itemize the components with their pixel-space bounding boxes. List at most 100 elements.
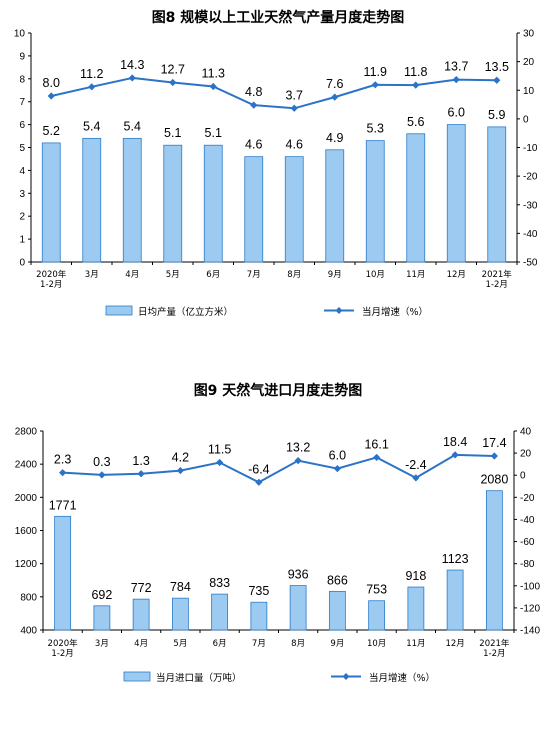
right-tick-label: 20: [523, 57, 535, 68]
line-data-label: 0.3: [93, 455, 110, 469]
bar: [406, 133, 426, 263]
bar-data-label: 692: [91, 588, 112, 602]
x-tick-label: 4月: [125, 270, 139, 280]
bar: [82, 137, 102, 263]
x-tick-label: 2020年: [48, 638, 79, 649]
line-point: [98, 471, 106, 479]
left-tick-label: 8: [19, 74, 25, 85]
line-data-label: 11.2: [80, 67, 103, 81]
line-data-label: 13.5: [485, 60, 509, 74]
bar: [211, 593, 229, 631]
line-point: [250, 101, 258, 109]
x-tick-label: 12月: [447, 270, 466, 280]
bar-data-label: 4.6: [286, 138, 303, 152]
x-tick-label: 1-2月: [486, 280, 508, 290]
right-tick-label: 10: [523, 86, 535, 97]
left-tick-label: 2000: [15, 493, 38, 504]
line-data-label: 3.7: [286, 88, 303, 102]
legend: 当月进口量（万吨） 当月增速（%）: [123, 671, 435, 684]
bar-data-label: 1123: [442, 552, 469, 566]
line-point: [176, 466, 184, 475]
chart-title: 图9 天然气进口月度走势图: [194, 382, 363, 399]
left-tick-label: 2400: [15, 460, 38, 471]
line-point: [452, 76, 460, 84]
right-tick-label: 40: [520, 427, 532, 438]
line-data-label: 18.4: [443, 435, 467, 449]
left-tick-label: 10: [14, 29, 26, 40]
line-data-label: 11.8: [404, 65, 427, 79]
bar: [203, 144, 223, 263]
line-point: [255, 478, 263, 486]
right-tick-label: -20: [520, 493, 535, 504]
bar: [487, 126, 507, 263]
x-tick-label: 12月: [445, 639, 464, 649]
line-data-label: 11.3: [202, 67, 225, 81]
bar: [132, 598, 150, 631]
line-data-label: 2.3: [54, 453, 71, 467]
x-tick-label: 5月: [173, 639, 187, 649]
right-tick-label: -140: [520, 626, 540, 637]
right-tick-label: -120: [520, 603, 540, 614]
line-data-label: -2.4: [405, 458, 427, 472]
x-tick-label: 11月: [406, 639, 425, 649]
x-tick-label: 3月: [85, 270, 99, 280]
left-tick-label: 4: [19, 166, 25, 177]
x-tick-label: 2021年: [479, 638, 510, 649]
legend-bar-swatch: [123, 671, 151, 682]
left-tick-label: 3: [19, 189, 25, 200]
legend-bar-swatch: [105, 305, 133, 316]
x-tick-label: 10月: [367, 639, 386, 649]
x-tick-label: 8月: [291, 639, 305, 649]
bar: [122, 137, 142, 263]
legend-line-label: 当月增速（%）: [362, 306, 428, 318]
bar-data-label: 5.9: [488, 108, 505, 122]
bar-data-label: 5.4: [83, 119, 100, 133]
bar-data-label: 4.6: [245, 138, 262, 152]
right-tick-label: 30: [523, 29, 535, 40]
line-data-label: 4.2: [172, 451, 189, 465]
line-point: [216, 458, 224, 467]
bar-data-label: 5.1: [205, 126, 222, 140]
bar-data-label: 784: [170, 580, 191, 594]
bar-data-label: 5.1: [164, 126, 181, 140]
right-tick-label: -50: [523, 258, 538, 269]
left-tick-label: 1600: [15, 526, 38, 537]
bar: [284, 156, 304, 263]
bar: [446, 124, 466, 263]
line-data-label: 7.6: [326, 77, 343, 91]
bar-data-label: 735: [248, 584, 269, 598]
left-tick-label: 1200: [15, 559, 38, 570]
right-tick-label: -60: [520, 537, 535, 548]
bar-data-label: 753: [366, 583, 387, 597]
line-data-label: 11.9: [364, 65, 387, 79]
line-point: [169, 78, 177, 87]
line-point: [137, 470, 145, 478]
bar-data-label: 5.3: [367, 122, 384, 136]
bar: [407, 586, 425, 631]
line-point: [290, 104, 298, 112]
x-tick-label: 5月: [166, 270, 180, 280]
bar-data-label: 5.2: [43, 124, 60, 138]
line-data-label: 13.7: [444, 60, 468, 74]
x-tick-label: 8月: [287, 270, 301, 280]
line-point: [451, 451, 459, 459]
x-tick-label: 2020年: [36, 269, 67, 280]
right-tick-label: -80: [520, 559, 535, 570]
line-point: [371, 81, 379, 89]
bar: [171, 597, 189, 631]
line-point: [209, 82, 217, 91]
x-tick-label: 7月: [252, 639, 266, 649]
bar-data-label: 833: [209, 576, 230, 590]
line-point: [490, 452, 498, 460]
bar: [446, 569, 464, 631]
bar-data-label: 4.9: [326, 131, 343, 145]
line-data-label: 6.0: [329, 449, 346, 463]
line-data-label: 8.0: [43, 76, 60, 90]
bar: [163, 144, 183, 263]
line-point: [294, 457, 302, 465]
left-tick-label: 2800: [15, 427, 38, 438]
line-data-label: 1.3: [132, 454, 149, 468]
left-tick-label: 6: [19, 120, 25, 131]
right-tick-label: -10: [523, 143, 538, 154]
